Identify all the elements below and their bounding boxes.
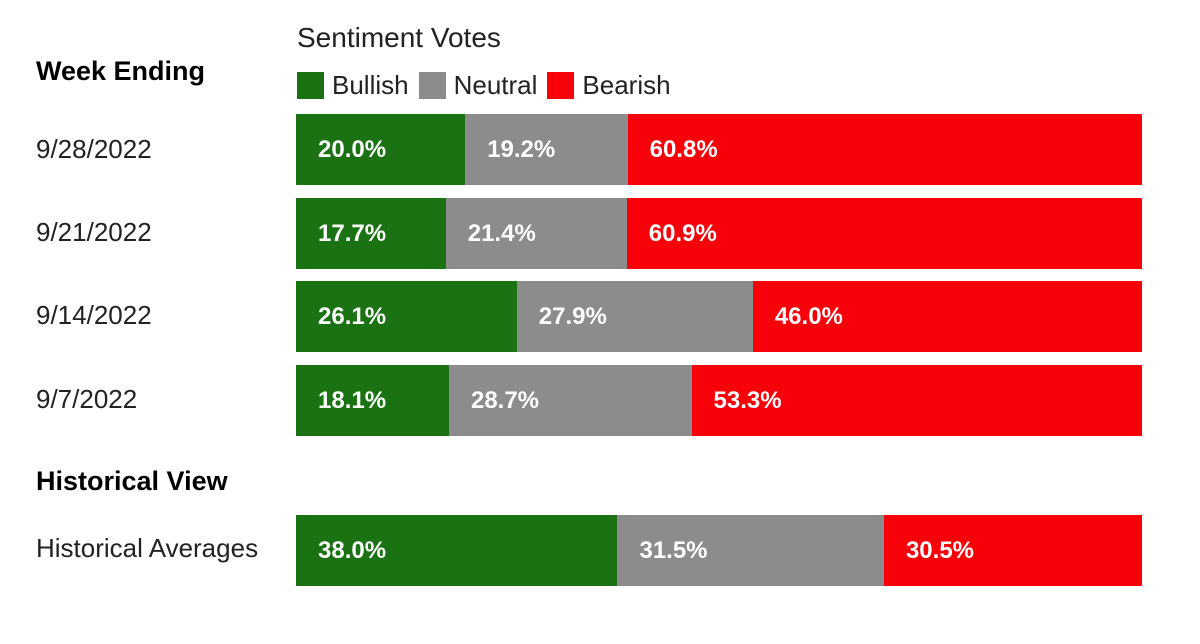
week-ending-heading: Week Ending <box>36 56 206 86</box>
legend-title: Sentiment Votes <box>297 22 501 53</box>
bar-segment-bullish: 20.0% <box>296 114 466 185</box>
stacked-bar-9-28-2022: 20.0% 19.2% 60.8% <box>296 114 1142 185</box>
bar-segment-neutral: 19.2% <box>465 114 628 185</box>
stacked-bar-historical-averages: 38.0% 31.5% 30.5% <box>296 515 1142 586</box>
bar-value-label: 20.0% <box>318 135 387 163</box>
bar-segment-bearish: 46.0% <box>752 281 1142 352</box>
row-label-9-21-2022: 9/21/2022 <box>36 217 152 247</box>
bar-segment-neutral: 28.7% <box>448 365 692 436</box>
bar-segment-bullish: 17.7% <box>296 198 446 269</box>
bar-segment-bearish: 60.8% <box>627 114 1142 185</box>
bar-value-label: 31.5% <box>639 536 708 564</box>
legend-label-neutral: Neutral <box>453 70 538 100</box>
bar-value-label: 21.4% <box>467 219 536 247</box>
legend-label-bullish: Bullish <box>332 70 409 100</box>
bar-value-label: 30.5% <box>905 536 975 564</box>
bar-value-label: 38.0% <box>318 536 387 564</box>
legend: Bullish Neutral Bearish <box>297 70 681 101</box>
legend-label-bearish: Bearish <box>582 70 671 100</box>
bar-segment-bearish: 60.9% <box>626 198 1142 269</box>
bar-segment-neutral: 27.9% <box>516 281 753 352</box>
legend-item-bullish: Bullish <box>297 70 409 101</box>
stacked-bar-9-7-2022: 18.1% 28.7% 53.3% <box>296 365 1142 436</box>
historical-view-heading: Historical View <box>36 466 228 496</box>
legend-swatch-bearish <box>547 72 575 99</box>
bar-segment-neutral: 31.5% <box>617 515 884 586</box>
bar-value-label: 17.7% <box>318 219 387 247</box>
bar-value-label: 19.2% <box>487 135 556 163</box>
bar-value-label: 28.7% <box>470 386 540 414</box>
bar-value-label: 26.1% <box>318 302 387 330</box>
legend-swatch-bullish <box>297 72 324 99</box>
bar-value-label: 27.9% <box>538 302 607 330</box>
bar-segment-bearish: 30.5% <box>883 515 1142 586</box>
stacked-bar-9-21-2022: 17.7% 21.4% 60.9% <box>296 198 1142 269</box>
legend-item-bearish: Bearish <box>547 70 671 101</box>
row-label-9-28-2022: 9/28/2022 <box>36 134 152 164</box>
bar-value-label: 46.0% <box>774 302 843 330</box>
bar-segment-neutral: 21.4% <box>445 198 627 269</box>
bar-segment-bullish: 38.0% <box>296 515 618 586</box>
bar-segment-bullish: 18.1% <box>296 365 449 436</box>
stacked-bar-9-14-2022: 26.1% 27.9% 46.0% <box>296 281 1142 352</box>
legend-item-neutral: Neutral <box>418 70 538 101</box>
bar-segment-bullish: 26.1% <box>296 281 517 352</box>
row-label-9-14-2022: 9/14/2022 <box>36 300 152 330</box>
legend-swatch-neutral <box>418 72 446 99</box>
bar-value-label: 53.3% <box>713 386 782 414</box>
row-label-historical-averages: Historical Averages <box>36 533 259 563</box>
bar-value-label: 60.8% <box>649 135 718 163</box>
bar-value-label: 18.1% <box>318 386 387 414</box>
row-label-9-7-2022: 9/7/2022 <box>36 384 138 414</box>
bar-value-label: 60.9% <box>648 219 717 247</box>
bar-segment-bearish: 53.3% <box>691 365 1142 436</box>
